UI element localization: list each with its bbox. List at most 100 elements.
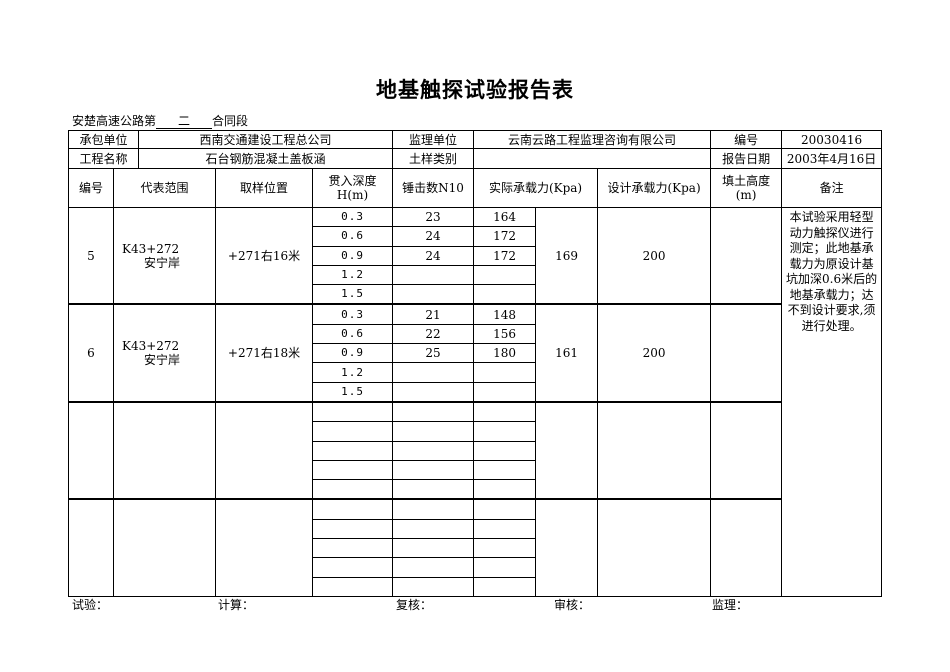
- measured-capacity: [473, 421, 537, 442]
- measured-capacity: [473, 362, 537, 383]
- representative-range: [112, 400, 217, 500]
- range-side: 安宁岸: [144, 255, 181, 270]
- blow-count: [392, 362, 475, 383]
- table-row: 1.2: [69, 362, 882, 383]
- blow-count: [392, 440, 475, 461]
- table-row: 0.6 22 156: [69, 323, 882, 345]
- blow-count: [392, 518, 475, 540]
- page-title: 地基触探试验报告表: [376, 77, 574, 102]
- table-row: [69, 421, 882, 442]
- measured-capacity: [473, 518, 537, 540]
- measured-capacity: 172: [473, 245, 537, 266]
- header-fill-height: 填土高度(m): [710, 168, 783, 208]
- average-capacity: 169: [535, 207, 599, 305]
- contract-section: 安楚高速公路第二合同段: [72, 112, 248, 129]
- penetration-depth: [312, 557, 394, 578]
- blow-count: [392, 498, 475, 520]
- table-row: [69, 459, 882, 481]
- contractor-value: 西南交通建设工程总公司: [138, 130, 394, 149]
- header-no: 编号: [68, 168, 114, 208]
- blow-count: 21: [392, 303, 475, 325]
- design-capacity: [597, 498, 712, 597]
- supervisor-label: 监理单位: [392, 130, 475, 149]
- measured-capacity: [473, 459, 537, 481]
- penetration-depth: 0.9: [312, 245, 394, 266]
- measured-capacity: [473, 381, 537, 403]
- measured-capacity: [473, 264, 537, 286]
- penetration-depth: [312, 576, 394, 597]
- sample-position: +271右16米: [215, 207, 314, 305]
- fill-height: [710, 400, 783, 500]
- header-depth: 贯入深度H(m): [312, 168, 394, 208]
- header-blows: 锤击数N10: [392, 168, 475, 208]
- penetration-depth: 1.2: [312, 362, 394, 383]
- number-label: 编号: [710, 130, 783, 149]
- blow-count: [392, 557, 475, 578]
- measured-capacity: 164: [473, 206, 537, 228]
- project-label: 工程名称: [67, 148, 140, 169]
- sample-no: 6: [68, 303, 114, 403]
- average-capacity: 161: [535, 303, 599, 403]
- subtitle-suffix: 合同段: [212, 114, 249, 128]
- blow-count: [392, 381, 475, 403]
- reviewer-label: 复核：: [396, 598, 433, 612]
- penetration-depth: 1.2: [312, 264, 394, 286]
- range-station: K43+272: [122, 241, 180, 256]
- tester-label: 试验：: [72, 598, 109, 612]
- calculator-label: 计算：: [218, 598, 255, 612]
- soil-label: 土样类别: [392, 148, 475, 169]
- supervisor-sign-label: 监理：: [712, 598, 749, 612]
- measured-capacity: [473, 479, 537, 500]
- blow-count: [392, 479, 475, 500]
- project-value: 石台钢筋混凝土盖板涵: [138, 148, 394, 169]
- representative-range: K43+272 安宁岸: [112, 207, 217, 305]
- measured-capacity: [473, 284, 537, 305]
- blow-count: [392, 421, 475, 442]
- sample-position: [215, 498, 314, 597]
- average-capacity: [535, 400, 599, 500]
- penetration-depth: [312, 459, 394, 481]
- section-number: 二: [156, 115, 213, 129]
- penetration-depth: 0.3: [312, 206, 394, 228]
- number-value: 20030416: [781, 130, 883, 149]
- table-row: [69, 576, 882, 597]
- penetration-depth: 0.6: [312, 323, 394, 345]
- table-row: 1.5: [69, 381, 882, 403]
- measured-capacity: [473, 400, 537, 423]
- representative-range: [112, 498, 217, 597]
- measured-capacity: [473, 538, 537, 559]
- table-row: [68, 400, 882, 500]
- penetration-depth: 1.5: [312, 381, 394, 403]
- date-label: 报告日期: [710, 148, 783, 169]
- penetration-depth: 0.3: [312, 303, 394, 325]
- design-capacity: 200: [597, 207, 712, 305]
- soil-value: [473, 148, 712, 169]
- penetration-depth: 1.5: [312, 284, 394, 305]
- header-range: 代表范围: [112, 168, 217, 208]
- penetration-depth: [312, 400, 394, 423]
- header-position: 取样位置: [215, 168, 314, 208]
- blow-count: 23: [392, 206, 475, 228]
- penetration-depth: [312, 538, 394, 559]
- sample-no: [68, 400, 114, 500]
- design-capacity: 200: [597, 303, 712, 403]
- blow-count: [392, 538, 475, 559]
- fill-height: [710, 303, 783, 403]
- table-row: 0.9 24 172: [69, 245, 882, 266]
- measured-capacity: 156: [473, 323, 537, 345]
- blow-count: 22: [392, 323, 475, 345]
- measured-capacity: 180: [473, 343, 537, 364]
- penetration-depth: [312, 440, 394, 461]
- report-table: 承包单位 西南交通建设工程总公司 监理单位 云南云路工程监理咨询有限公司 编号 …: [67, 130, 883, 597]
- measured-capacity: [473, 498, 537, 520]
- blow-count: [392, 459, 475, 481]
- sample-no: 5: [68, 207, 114, 305]
- table-row: 5 K43+272 安宁岸 +271右16米 0.3 23 164 169 200 本试验采用轻型…: [68, 206, 883, 597]
- measured-capacity: [473, 440, 537, 461]
- subtitle-prefix: 安楚高速公路第: [72, 114, 157, 128]
- auditor-label: 审核：: [554, 598, 591, 612]
- blow-count: 25: [392, 343, 475, 364]
- header-remarks: 备注: [781, 168, 883, 208]
- blow-count: 24: [392, 226, 475, 247]
- sample-no: [68, 498, 114, 597]
